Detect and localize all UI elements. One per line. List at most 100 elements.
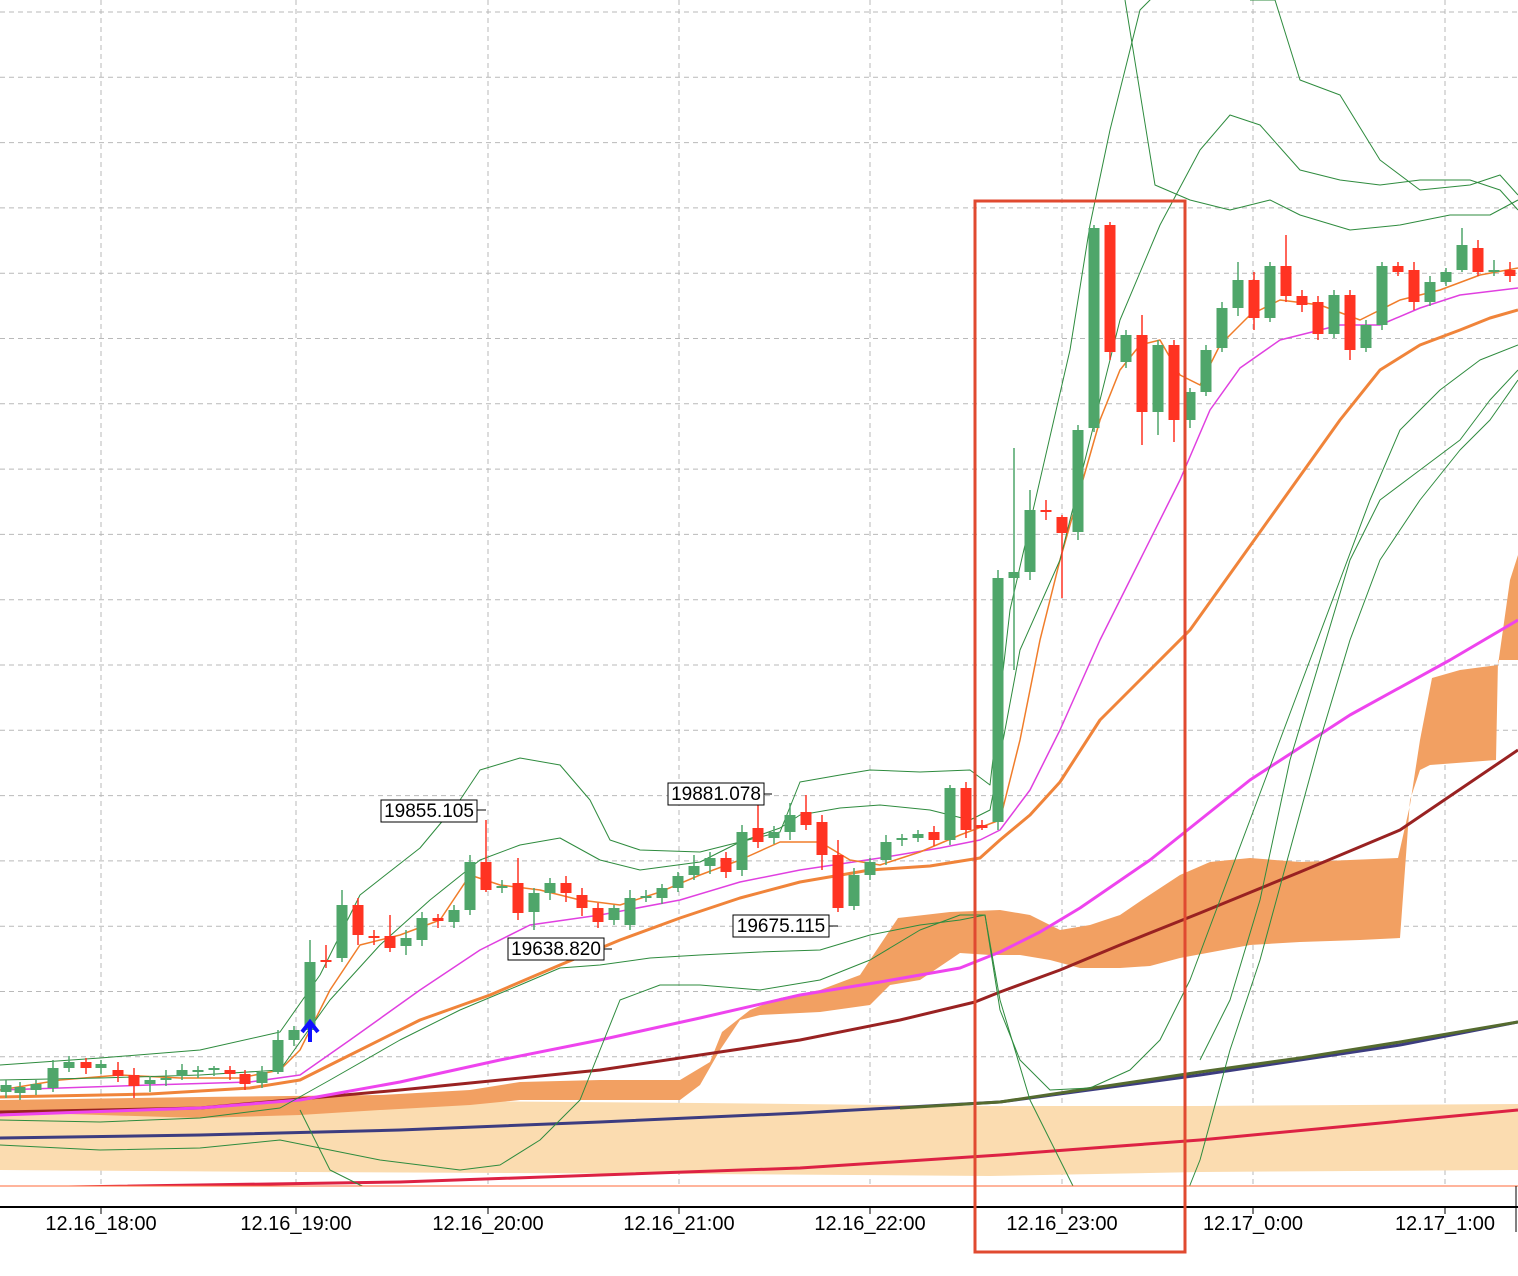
candle-body bbox=[239, 1074, 251, 1084]
candle-bull bbox=[528, 888, 540, 930]
candle-body bbox=[672, 876, 684, 888]
candle-bear bbox=[1312, 296, 1324, 340]
candle-bull bbox=[1152, 340, 1164, 435]
candle-body bbox=[704, 858, 716, 866]
candle-body bbox=[1296, 296, 1308, 305]
candle-body bbox=[832, 855, 844, 908]
candle-body bbox=[656, 888, 668, 898]
candle-body bbox=[944, 788, 956, 840]
bollinger-upper-3 bbox=[1250, 0, 1518, 196]
candle-bull bbox=[63, 1056, 75, 1072]
candle-bear bbox=[816, 815, 828, 870]
candle-bull bbox=[14, 1082, 26, 1100]
candle-bear bbox=[1280, 235, 1292, 302]
candle-body bbox=[1056, 517, 1068, 533]
candle-bull bbox=[1440, 268, 1452, 286]
candle-bear bbox=[1344, 290, 1356, 360]
candle-body bbox=[1376, 266, 1388, 325]
candle-bull bbox=[736, 825, 748, 876]
candle-bull bbox=[704, 852, 716, 874]
candle-body bbox=[112, 1070, 124, 1076]
candle-body bbox=[192, 1070, 204, 1072]
candle-bull bbox=[544, 878, 556, 900]
candle-bear bbox=[80, 1058, 92, 1074]
candle-body bbox=[224, 1070, 236, 1074]
candle-body bbox=[464, 862, 476, 910]
candle-body bbox=[912, 834, 924, 838]
candle-body bbox=[80, 1062, 92, 1068]
candle-bull bbox=[272, 1030, 284, 1074]
ema-fast-line bbox=[0, 267, 1518, 1091]
candle-bear bbox=[1136, 315, 1148, 445]
candle-body bbox=[1472, 248, 1484, 272]
candle-body bbox=[1264, 266, 1276, 318]
candle-body bbox=[384, 936, 396, 948]
candle-body bbox=[1136, 335, 1148, 412]
candle-bear bbox=[720, 852, 732, 878]
candle-bull bbox=[864, 858, 876, 880]
ichimoku-clouds bbox=[0, 555, 1518, 1176]
candle-body bbox=[576, 895, 588, 908]
candle-bull bbox=[288, 1026, 300, 1046]
candle-body bbox=[1328, 295, 1340, 334]
candle-bull bbox=[1376, 262, 1388, 330]
candle-body bbox=[1152, 345, 1164, 412]
candle-body bbox=[1440, 272, 1452, 282]
candle-body bbox=[47, 1068, 59, 1088]
candle-body bbox=[320, 960, 332, 962]
candle-bear bbox=[1392, 262, 1404, 276]
candle-bear bbox=[560, 876, 572, 902]
candle-body bbox=[368, 936, 380, 938]
candle-bull bbox=[848, 868, 860, 910]
candle-body bbox=[1008, 572, 1020, 578]
candle-bear bbox=[112, 1062, 124, 1082]
candle-body bbox=[416, 918, 428, 940]
bollinger-upper-2 bbox=[1124, 0, 1518, 231]
candle-body bbox=[176, 1070, 188, 1076]
ma-orange-thick-line bbox=[0, 308, 1518, 1099]
candle-body bbox=[272, 1040, 284, 1072]
candle-body bbox=[752, 828, 764, 842]
candle-body bbox=[1040, 510, 1052, 512]
candle-bear bbox=[1056, 515, 1068, 598]
candle-body bbox=[304, 962, 316, 1030]
candle-bear bbox=[800, 795, 812, 830]
candle-bull bbox=[1328, 290, 1340, 338]
candle-bear bbox=[432, 914, 444, 928]
candle-bear bbox=[928, 826, 940, 846]
candle-bear bbox=[1472, 240, 1484, 276]
candle-body bbox=[1168, 345, 1180, 420]
candle-body bbox=[1408, 270, 1420, 302]
candle-body bbox=[544, 883, 556, 893]
candle-body bbox=[352, 905, 364, 935]
candle-body bbox=[688, 866, 700, 875]
candle-body bbox=[528, 893, 540, 912]
candle-bull bbox=[1216, 302, 1228, 352]
candle-bear bbox=[576, 888, 588, 916]
x-tick-label: 12.16_20:00 bbox=[432, 1213, 543, 1235]
candle-body bbox=[480, 862, 492, 890]
candle-bull bbox=[496, 880, 508, 893]
candle-bull bbox=[160, 1070, 172, 1086]
ma-crimson-line bbox=[0, 1108, 1518, 1190]
ma-darkred-line bbox=[0, 748, 1518, 1114]
candle-bull bbox=[144, 1076, 156, 1092]
candle-body bbox=[992, 578, 1004, 822]
candle-body bbox=[1072, 430, 1084, 532]
candle-bear bbox=[224, 1066, 236, 1080]
candle-body bbox=[160, 1078, 172, 1080]
candle-body bbox=[1120, 335, 1132, 362]
candle-body bbox=[1248, 280, 1260, 318]
candle-body bbox=[1024, 510, 1036, 572]
x-tick-label: 12.16_18:00 bbox=[45, 1213, 156, 1235]
candle-body bbox=[976, 825, 988, 828]
candle-bear bbox=[512, 858, 524, 920]
candle-bull bbox=[896, 834, 908, 846]
candle-bull bbox=[95, 1060, 107, 1074]
candle-bear bbox=[352, 898, 364, 945]
price-label-box bbox=[732, 914, 830, 938]
candle-body bbox=[336, 905, 348, 958]
candle-bull bbox=[1264, 262, 1276, 322]
price-label-high: 19881.078 bbox=[667, 782, 772, 806]
